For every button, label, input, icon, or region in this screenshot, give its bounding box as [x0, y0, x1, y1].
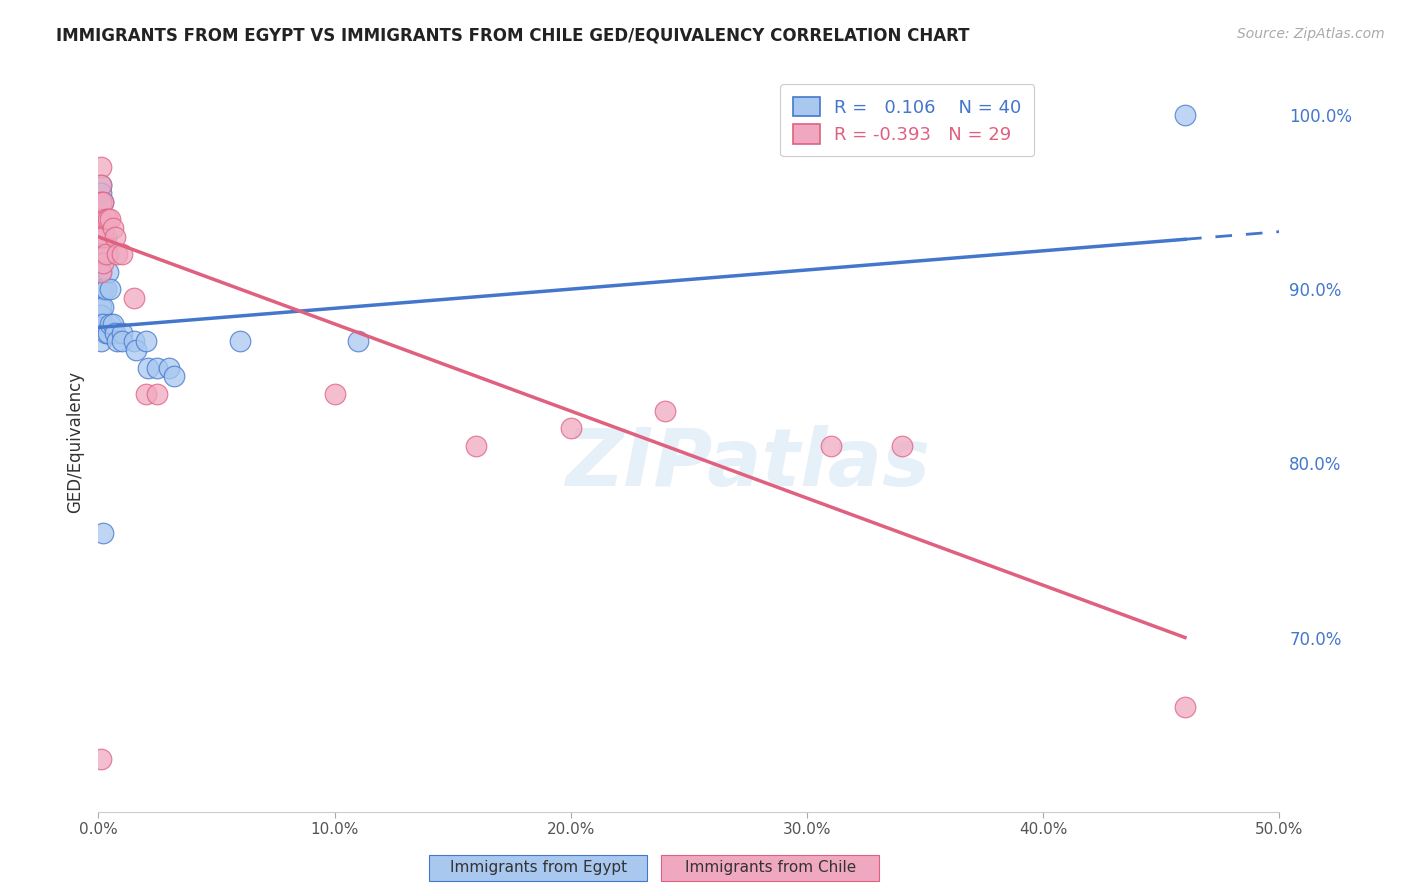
Point: [98, 212, 121, 227]
Point: [90, 265, 112, 279]
Point: [820, 439, 842, 453]
Point: [90, 334, 112, 349]
Point: [90, 317, 112, 331]
Point: [90, 230, 112, 244]
Point: [1174, 700, 1197, 714]
Point: [91, 256, 114, 270]
Point: [101, 221, 124, 235]
Point: [90, 160, 112, 174]
Point: [90, 178, 112, 192]
Point: [94, 247, 117, 261]
Point: [104, 326, 127, 340]
Point: [101, 317, 124, 331]
Point: [91, 230, 114, 244]
Point: [146, 386, 169, 401]
Point: [105, 334, 128, 349]
Point: [97, 247, 120, 261]
Point: [97, 326, 120, 340]
Text: Immigrants from Egypt: Immigrants from Egypt: [450, 861, 627, 875]
Point: [91, 526, 114, 541]
Point: [125, 343, 148, 357]
Point: [97, 265, 120, 279]
Point: [94, 212, 117, 227]
Text: Immigrants from Chile: Immigrants from Chile: [685, 861, 856, 875]
Point: [98, 317, 121, 331]
Point: [90, 186, 112, 201]
Point: [890, 439, 912, 453]
Point: [91, 230, 114, 244]
Point: [91, 300, 114, 314]
Point: [135, 334, 157, 349]
Text: ZIPatlas: ZIPatlas: [565, 425, 931, 503]
Point: [104, 230, 127, 244]
Point: [146, 360, 169, 375]
Point: [654, 404, 676, 418]
Point: [1174, 108, 1197, 122]
Point: [229, 334, 252, 349]
Text: Source: ZipAtlas.com: Source: ZipAtlas.com: [1237, 27, 1385, 41]
Point: [90, 265, 112, 279]
Point: [90, 247, 112, 261]
Point: [163, 369, 186, 384]
Point: [94, 326, 117, 340]
Point: [90, 178, 112, 192]
Point: [560, 421, 582, 435]
Point: [465, 439, 488, 453]
Point: [91, 247, 114, 261]
Point: [91, 194, 114, 209]
Point: [136, 360, 159, 375]
Point: [135, 386, 157, 401]
Point: [122, 334, 145, 349]
Point: [90, 212, 112, 227]
Point: [111, 326, 134, 340]
Point: [94, 282, 117, 296]
Point: [323, 386, 346, 401]
Point: [157, 360, 180, 375]
Point: [90, 282, 112, 296]
Point: [98, 282, 121, 296]
Point: [90, 194, 112, 209]
Point: [90, 300, 112, 314]
Point: [105, 247, 128, 261]
Point: [97, 212, 120, 227]
Point: [91, 282, 114, 296]
Text: IMMIGRANTS FROM EGYPT VS IMMIGRANTS FROM CHILE GED/EQUIVALENCY CORRELATION CHART: IMMIGRANTS FROM EGYPT VS IMMIGRANTS FROM…: [56, 27, 970, 45]
Point: [94, 230, 117, 244]
Point: [347, 334, 370, 349]
Point: [90, 308, 112, 322]
Point: [122, 291, 145, 305]
Point: [90, 752, 112, 766]
Point: [111, 334, 134, 349]
Legend: R =   0.106    N = 40, R = -0.393   N = 29: R = 0.106 N = 40, R = -0.393 N = 29: [780, 84, 1035, 156]
Point: [91, 317, 114, 331]
Point: [94, 247, 117, 261]
Point: [90, 247, 112, 261]
Point: [111, 247, 134, 261]
Point: [91, 194, 114, 209]
Y-axis label: GED/Equivalency: GED/Equivalency: [66, 370, 84, 513]
